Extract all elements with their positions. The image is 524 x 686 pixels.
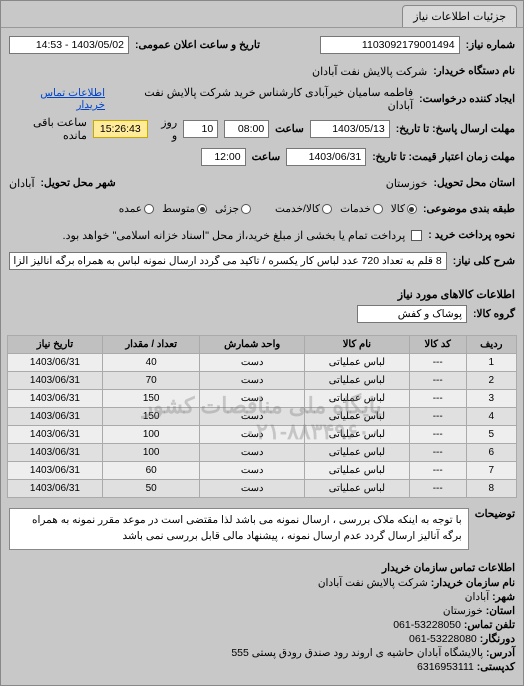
notes-label: توضیحات (475, 508, 515, 520)
radio-omde[interactable]: متوسط (162, 203, 207, 215)
countdown: 15:26:43 (93, 120, 148, 138)
days-input (183, 120, 218, 138)
table-row: 3---لباس عملیاتیدست1501403/06/31 (8, 390, 517, 408)
radio-jozei[interactable]: جزئی (215, 203, 251, 215)
f-address-label: آدرس: (486, 647, 515, 659)
goods-table-wrap: ردیف کد کالا نام کالا واحد شمارش تعداد /… (1, 335, 523, 502)
f-fax-label: دورنگار: (480, 633, 515, 645)
summary-label: شرح کلی نیاز: (453, 255, 515, 267)
validity-label: مهلت زمان اعتبار قیمت: تا تاریخ: (372, 151, 515, 163)
f-phone: 53228050-061 (393, 619, 461, 631)
table-row: 7---لباس عملیاتیدست601403/06/31 (8, 462, 517, 480)
radio-khadamat[interactable]: خدمات (340, 203, 383, 215)
goods-title: اطلاعات کالاهای مورد نیاز (1, 282, 523, 303)
size-radio-group: جزئی متوسط عمده (119, 203, 251, 215)
f-org-label: نام سازمان خریدار: (431, 577, 515, 589)
requester-value: فاطمه سامیان خیرآبادی کارشناس خرید شرکت … (117, 86, 413, 112)
radio-kala-khadmat[interactable]: کالا/خدمت (275, 203, 332, 215)
pub-dt-input (9, 36, 129, 54)
days-label: روز و (154, 116, 177, 142)
validity-time-input (201, 148, 246, 166)
delivery-city-value: آبادان (9, 177, 35, 190)
col-row: ردیف (466, 336, 516, 354)
col-qty: تعداد / مقدار (102, 336, 199, 354)
deadline-time-input (224, 120, 269, 138)
requester-label: ایجاد کننده درخواست: (419, 93, 515, 105)
f-postal: 6316953111 (417, 661, 474, 673)
group-label: گروه کالا: (473, 308, 515, 320)
f-fax: 53228080-061 (409, 633, 477, 645)
delivery-state-value: خوزستان (386, 177, 428, 190)
pub-dt-label: تاریخ و ساعت اعلان عمومی: (135, 39, 260, 51)
group-input (357, 305, 467, 323)
req-no-input (320, 36, 460, 54)
radio-kala[interactable]: کالا (391, 203, 417, 215)
table-row: 1---لباس عملیاتیدست401403/06/31 (8, 354, 517, 372)
f-city: آبادان (465, 591, 489, 603)
budget-label: طبقه بندی موضوعی: (423, 203, 515, 215)
table-row: 4---لباس عملیاتیدست1501403/06/31 (8, 408, 517, 426)
table-row: 6---لباس عملیاتیدست1001403/06/31 (8, 444, 517, 462)
tab-bar: جزئیات اطلاعات نیاز (1, 1, 523, 28)
table-header-row: ردیف کد کالا نام کالا واحد شمارش تعداد /… (8, 336, 517, 354)
table-row: 2---لباس عملیاتیدست701403/06/31 (8, 372, 517, 390)
f-state: خوزستان (443, 605, 483, 617)
form-area: شماره نیاز: تاریخ و ساعت اعلان عمومی: نا… (1, 28, 523, 282)
payment-checkbox[interactable] (411, 230, 422, 241)
footer-title: اطلاعات تماس سازمان خریدار (9, 562, 515, 574)
f-state-label: استان: (486, 605, 515, 617)
main-panel: جزئیات اطلاعات نیاز شماره نیاز: تاریخ و … (0, 0, 524, 686)
type-radio-group: کالا خدمات کالا/خدمت (275, 203, 417, 215)
notes-box: با توجه به اینکه ملاک بررسی ، ارسال نمون… (9, 508, 469, 550)
footer: اطلاعات تماس سازمان خریدار نام سازمان خر… (1, 556, 523, 685)
f-phone-label: تلفن تماس: (464, 619, 515, 631)
buyer-value: شرکت پالایش نفت آبادان (312, 65, 427, 78)
remaining-label: ساعت باقی مانده (9, 116, 87, 142)
summary-input (9, 252, 447, 270)
table-row: 8---لباس عملیاتیدست501403/06/31 (8, 480, 517, 498)
delivery-city-label: شهر محل تحویل: (41, 177, 116, 189)
table-row: 5---لباس عملیاتیدست1001403/06/31 (8, 426, 517, 444)
buyer-contact-link[interactable]: اطلاعات تماس خریدار (9, 87, 105, 111)
col-name: نام کالا (304, 336, 409, 354)
time-label-1: ساعت (275, 123, 304, 135)
col-code: کد کالا (409, 336, 466, 354)
f-postal-label: کدپستی: (477, 661, 515, 673)
payment-label: نحوه پرداخت خرید : (428, 229, 515, 241)
tab-details[interactable]: جزئیات اطلاعات نیاز (402, 5, 517, 27)
radio-omde2[interactable]: عمده (119, 203, 154, 215)
f-address: پالایشگاه آبادان حاشیه ی اروند رود صندق … (231, 647, 483, 659)
payment-text: پرداخت تمام یا بخشی از مبلغ خرید،از محل … (63, 229, 406, 242)
f-org: شرکت پالایش نفت آبادان (318, 577, 428, 589)
f-city-label: شهر: (492, 591, 515, 603)
delivery-state-label: استان محل تحویل: (434, 177, 515, 189)
deadline-label: مهلت ارسال پاسخ: تا تاریخ: (396, 123, 515, 135)
req-no-label: شماره نیاز: (466, 39, 515, 51)
deadline-date-input (310, 120, 390, 138)
time-label-2: ساعت (252, 151, 281, 163)
validity-date-input (286, 148, 366, 166)
col-date: تاریخ نیاز (8, 336, 103, 354)
goods-table: ردیف کد کالا نام کالا واحد شمارش تعداد /… (7, 335, 517, 498)
col-unit: واحد شمارش (200, 336, 305, 354)
buyer-label: نام دستگاه خریدار: (433, 65, 515, 77)
